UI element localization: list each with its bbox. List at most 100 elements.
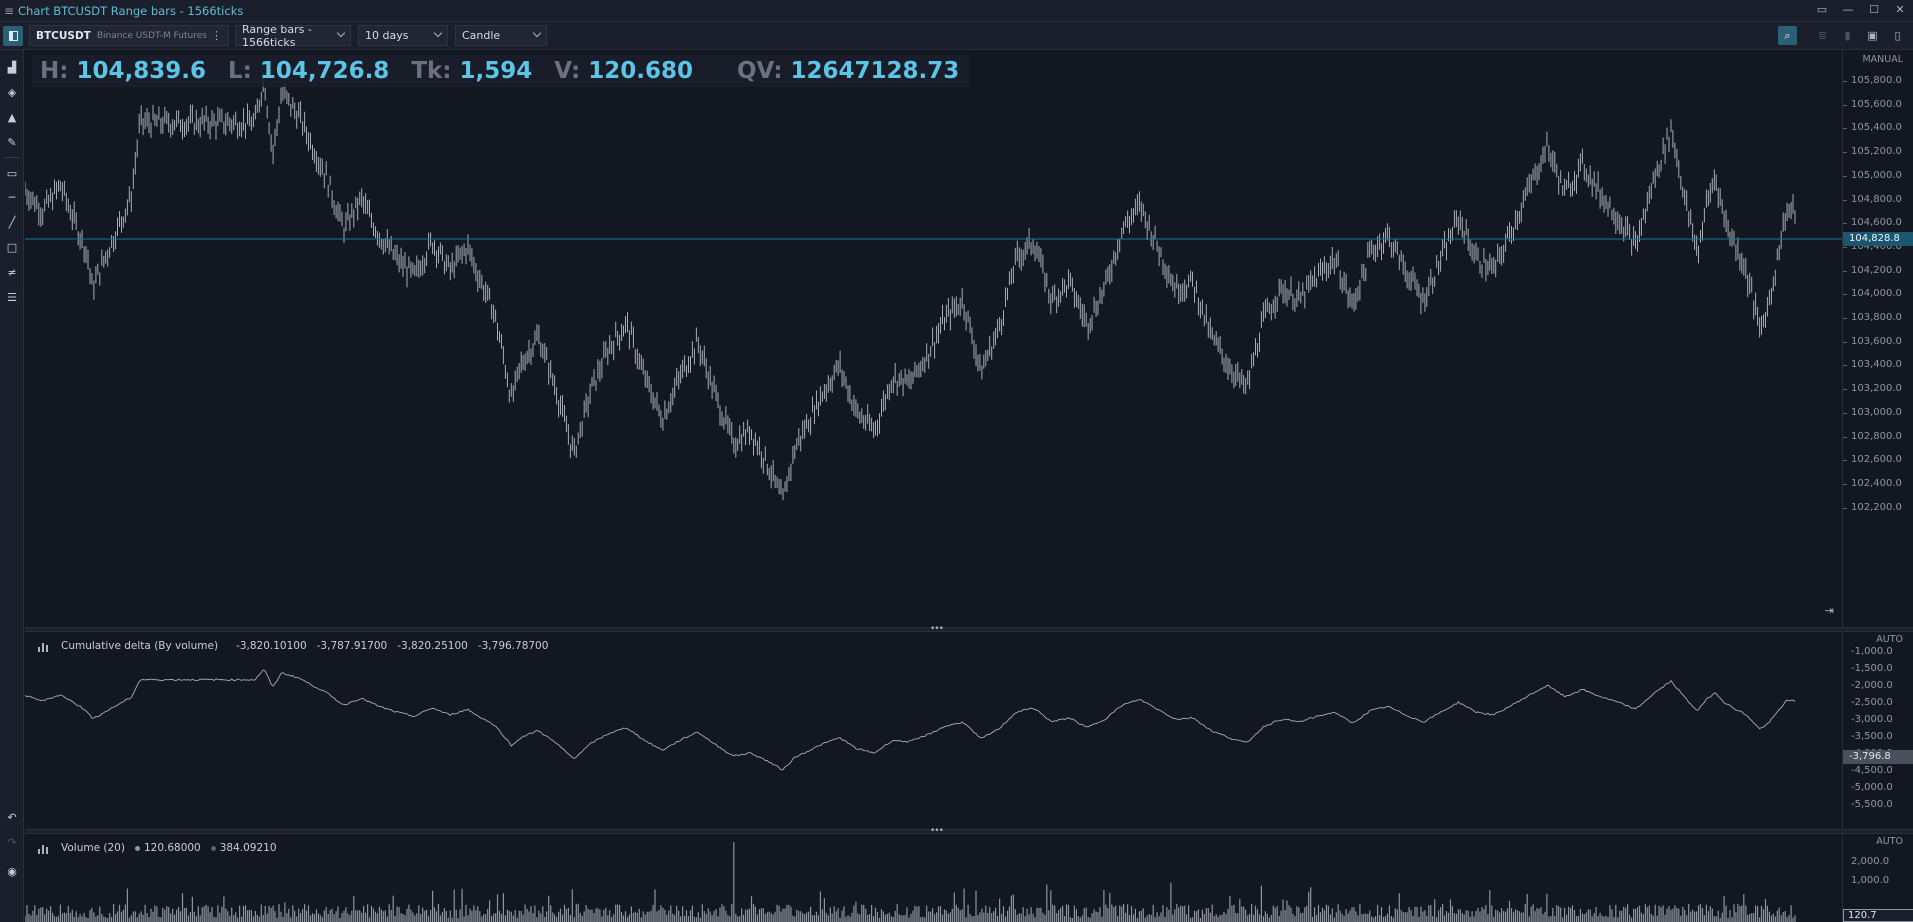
volume-legend[interactable]: Volume (20) 120.68000 384.09210	[37, 842, 277, 854]
delta-axis-label: -3,500.0	[1851, 731, 1893, 742]
axis-tick	[1843, 152, 1847, 154]
object-tree-icon[interactable]: ☰	[7, 291, 17, 304]
period-label: 10 days	[365, 29, 409, 42]
ruler-icon[interactable]: ▭	[6, 167, 18, 180]
axis-tick	[1843, 223, 1847, 225]
scroll-to-end-icon[interactable]: ⇥	[1824, 604, 1834, 617]
indicator-icon[interactable]	[37, 640, 51, 652]
drawing-icon[interactable]: ✎	[7, 136, 17, 149]
volume-axis-label: 1,000.0	[1851, 875, 1890, 886]
price-chart	[25, 72, 1842, 501]
price-bars	[25, 72, 1796, 501]
price-axis-label: 105,200.0	[1851, 146, 1902, 158]
delta-axis-label: -5,000.0	[1851, 782, 1893, 793]
fullscreen-icon[interactable]: ▭	[1816, 3, 1828, 16]
axis-tick	[1843, 81, 1847, 82]
indicator-title: Volume (20)	[61, 842, 125, 854]
trend-line-icon[interactable]: ╱	[8, 216, 16, 229]
undo-icon[interactable]: ↶	[7, 811, 17, 824]
maximize-icon[interactable]: ☐	[1869, 3, 1879, 16]
exchange-name: Binance USDT-M Futures	[96, 30, 207, 41]
minimize-icon[interactable]: —	[1842, 3, 1854, 16]
hamburger-menu-icon[interactable]: ≡	[3, 3, 15, 18]
rectangle-icon[interactable]: □	[6, 241, 18, 254]
axis-tick	[1843, 365, 1847, 367]
quote-volume-value: 12647128.73	[790, 58, 960, 84]
price-axis-label: 103,600.0	[1851, 335, 1902, 347]
alert-icon[interactable]: ▲	[7, 111, 17, 124]
price-axis-label: 103,800.0	[1851, 312, 1902, 323]
pane-splitter[interactable]: •••	[25, 826, 1913, 836]
search-zoom-icon[interactable]: ⌕	[1778, 26, 1797, 45]
cumulative-delta-pane[interactable]	[25, 632, 1842, 828]
indicator-icon[interactable]	[37, 842, 51, 854]
delta-axis-label: -3,000.0	[1851, 714, 1893, 725]
chart-toolbar: BTCUSDT Binance USDT-M Futures ⋮ Range b…	[0, 22, 1913, 50]
horizontal-line-icon[interactable]: ─	[8, 191, 16, 204]
axis-mode-label[interactable]: AUTO	[1876, 836, 1903, 847]
layers-icon[interactable]: ◈	[7, 86, 17, 99]
axis-mode-label[interactable]: AUTO	[1876, 634, 1903, 645]
price-axis-label: 105,000.0	[1851, 169, 1902, 181]
price-axis-label: 105,600.0	[1851, 98, 1902, 110]
price-axis-label: 104,000.0	[1851, 288, 1902, 300]
toolbar-right-group: ⌕ ≣ ▮ ▣ ▯	[1778, 26, 1907, 45]
price-axis-label: 103,000.0	[1851, 406, 1902, 418]
bar-type-dropdown[interactable]: Range bars - 1566ticks	[235, 23, 351, 49]
window-title: Chart BTCUSDT Range bars - 1566ticks	[18, 3, 244, 18]
trash-icon[interactable]: ▮	[1844, 29, 1851, 42]
symbol-selector[interactable]: BTCUSDT Binance USDT-M Futures ⋮	[29, 25, 229, 46]
axis-tick	[1843, 412, 1847, 414]
axis-tick	[1843, 199, 1847, 201]
side-panel-icon[interactable]: ▯	[1894, 29, 1901, 42]
eye-icon[interactable]: ◉	[7, 865, 17, 878]
close-icon[interactable]: ✕	[1895, 3, 1905, 16]
axis-mode-label[interactable]: MANUAL	[1862, 54, 1903, 65]
cumulative-delta-legend[interactable]: Cumulative delta (By volume) -3,820.1010…	[37, 640, 548, 652]
price-axis-label: 104,600.0	[1851, 217, 1902, 229]
symbol-menu-icon[interactable]: ⋮	[211, 29, 222, 42]
price-chart-pane[interactable]: ⇥	[25, 50, 1842, 627]
volume-value: 120.680	[588, 58, 693, 84]
price-axis-label: 104,400.0	[1851, 240, 1902, 252]
delta-axis-label: -2,000.0	[1851, 680, 1893, 691]
price-axis-label: 103,200.0	[1851, 383, 1902, 395]
list-icon[interactable]: ≣	[1817, 29, 1828, 42]
chart-icon[interactable]: ▟	[7, 61, 17, 74]
delta-axis-label: -5,500.0	[1851, 799, 1893, 810]
splitter-grip-icon[interactable]: •••	[930, 624, 944, 634]
axis-tick	[1843, 436, 1847, 438]
volume-axis[interactable]: AUTO 2,000.0 1,000.0 120.7	[1842, 834, 1913, 922]
panel-toggle-icon[interactable]	[3, 25, 23, 46]
axis-tick	[1843, 104, 1847, 106]
delta-value-1: -3,820.10100	[236, 640, 307, 652]
delta-axis[interactable]: AUTO -1,000.0 -1,500.0 -2,000.0 -2,500.0 -3,…	[1842, 632, 1913, 828]
volume-value-2-wrap: 384.09210	[210, 842, 277, 854]
indicator-title: Cumulative delta (By volume)	[61, 640, 219, 652]
low-key: L:	[227, 58, 252, 84]
axis-tick	[1843, 270, 1847, 272]
cumulative-delta-line	[25, 669, 1796, 771]
price-axis-label: 102,200.0	[1851, 501, 1902, 513]
price-axis[interactable]: MANUAL 105,800.0 105,600.0 105,400.0 105,20…	[1842, 50, 1913, 627]
delta-value-3: -3,820.25100	[397, 640, 468, 652]
axis-tick	[1843, 175, 1847, 177]
current-delta-label: -3,796.8	[1843, 750, 1913, 764]
period-dropdown[interactable]: 10 days	[358, 25, 448, 46]
current-price-label: 104,828.8	[1843, 232, 1913, 246]
camera-icon[interactable]: ▣	[1867, 29, 1878, 42]
price-axis-label: 104,800.0	[1851, 193, 1902, 205]
price-axis-label: 102,400.0	[1851, 477, 1902, 489]
ticks-value: 1,594	[459, 58, 533, 84]
axis-tick	[1843, 507, 1847, 509]
volume-pane[interactable]	[25, 834, 1842, 922]
splitter-grip-icon[interactable]: •••	[930, 826, 944, 836]
chart-style-label: Candle	[462, 29, 501, 42]
fibonacci-icon[interactable]: ≠	[7, 266, 17, 279]
pane-splitter[interactable]: •••	[25, 624, 1913, 634]
current-volume-label: 120.7	[1843, 909, 1913, 922]
chart-style-dropdown[interactable]: Candle	[455, 25, 547, 46]
volume-key: V:	[554, 58, 581, 84]
redo-icon[interactable]: ↷	[7, 836, 17, 849]
high-value: 104,839.6	[76, 58, 206, 84]
